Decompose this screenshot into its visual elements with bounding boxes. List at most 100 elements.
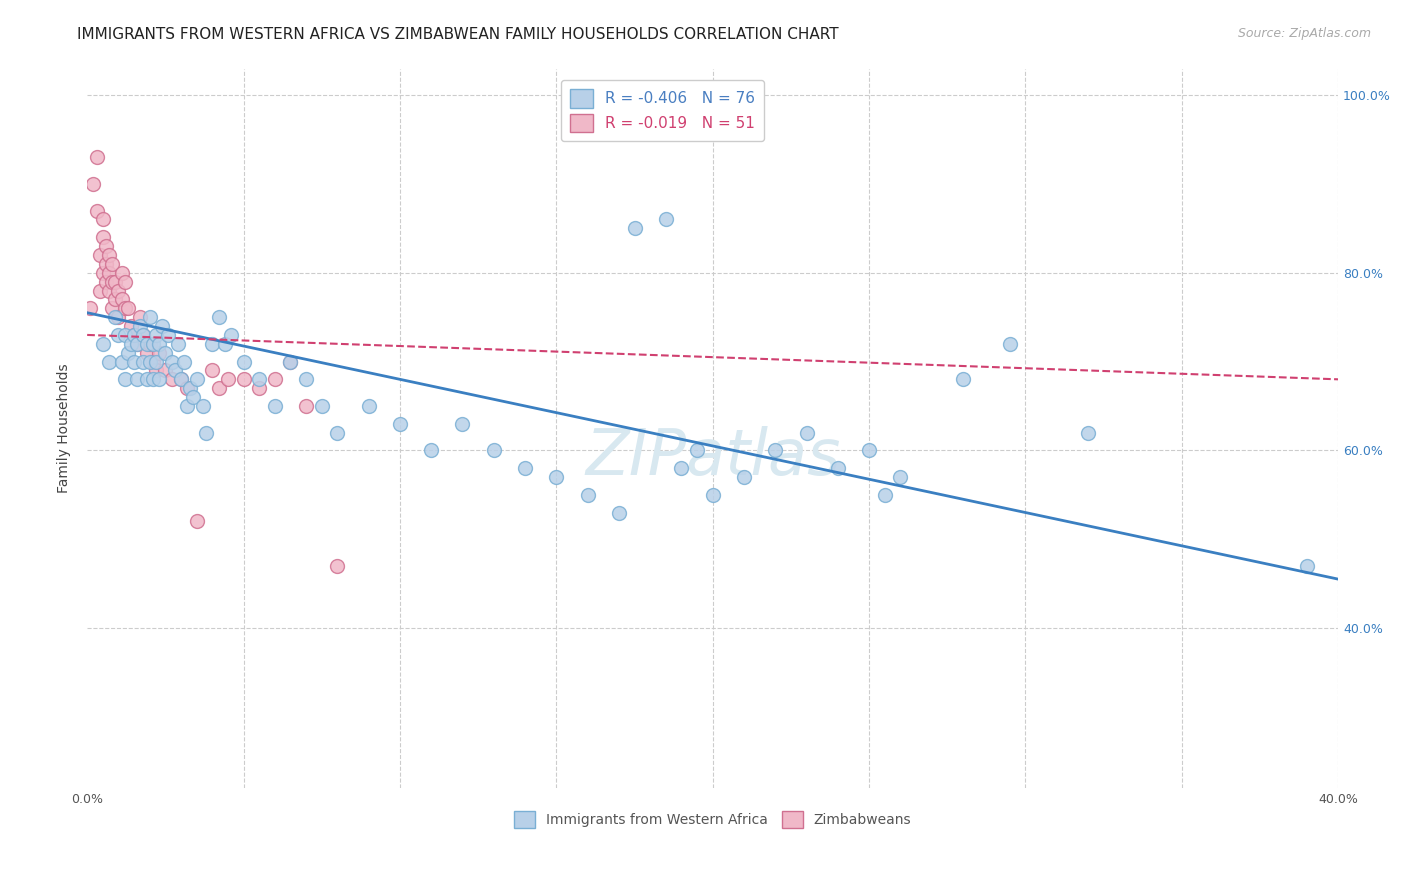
Point (127, 336, 149, 351)
Point (295, 372, 318, 386)
Point (873, 488, 896, 502)
Point (129, 310, 152, 325)
Point (796, 425, 818, 440)
Point (576, 488, 599, 502)
Point (388, 417, 411, 431)
Point (101, 275, 124, 289)
Point (110, 266, 132, 280)
Point (86, 150, 108, 164)
Y-axis label: Family Households: Family Households (58, 363, 72, 493)
Point (91, 212, 114, 227)
Point (263, 372, 285, 386)
Point (186, 515, 208, 529)
Point (295, 399, 318, 413)
Point (135, 336, 157, 351)
Point (114, 372, 136, 386)
Point (122, 327, 145, 342)
Point (132, 327, 155, 342)
Point (98, 354, 121, 368)
Point (104, 310, 127, 325)
Point (155, 345, 177, 359)
Point (176, 381, 198, 395)
Point (94, 257, 117, 271)
Point (89, 284, 111, 298)
Point (191, 399, 214, 413)
Point (217, 372, 239, 386)
Point (889, 470, 911, 484)
Point (247, 381, 270, 395)
Point (1077, 425, 1099, 440)
Point (998, 336, 1021, 351)
Point (451, 417, 474, 431)
Point (110, 354, 132, 368)
Point (607, 506, 630, 520)
Point (142, 354, 165, 368)
Point (357, 399, 380, 413)
Point (150, 319, 173, 334)
Point (117, 301, 139, 316)
Point (138, 354, 160, 368)
Point (114, 301, 136, 316)
Point (179, 381, 201, 395)
Point (195, 425, 218, 440)
Point (326, 425, 349, 440)
Point (91, 336, 114, 351)
Legend: Immigrants from Western Africa, Zimbabweans: Immigrants from Western Africa, Zimbabwe… (508, 804, 918, 835)
Point (94, 239, 117, 253)
Point (142, 336, 165, 351)
Point (160, 354, 183, 368)
Point (101, 301, 124, 316)
Point (733, 470, 755, 484)
Point (482, 443, 505, 458)
Text: ZIPatlas: ZIPatlas (585, 426, 841, 488)
Point (170, 372, 193, 386)
Point (952, 372, 974, 386)
Point (91, 230, 114, 244)
Point (280, 354, 302, 368)
Point (132, 354, 155, 368)
Point (122, 327, 145, 342)
Point (79, 301, 101, 316)
Point (858, 443, 880, 458)
Point (98, 284, 121, 298)
Point (247, 372, 270, 386)
Point (145, 363, 167, 377)
Point (183, 390, 205, 404)
Point (114, 327, 136, 342)
Point (232, 354, 254, 368)
Point (107, 327, 129, 342)
Point (207, 310, 229, 325)
Point (107, 310, 129, 325)
Point (160, 372, 183, 386)
Point (176, 399, 198, 413)
Point (263, 399, 285, 413)
Point (86, 203, 108, 218)
Point (138, 310, 160, 325)
Point (138, 336, 160, 351)
Point (827, 461, 849, 475)
Point (219, 327, 242, 342)
Point (117, 345, 139, 359)
Point (104, 275, 127, 289)
Point (91, 266, 114, 280)
Point (326, 558, 349, 573)
Point (107, 284, 129, 298)
Point (82, 177, 104, 191)
Point (135, 345, 157, 359)
Point (120, 336, 142, 351)
Point (104, 293, 127, 307)
Point (763, 443, 786, 458)
Point (98, 266, 121, 280)
Point (101, 257, 124, 271)
Point (155, 363, 177, 377)
Point (127, 372, 149, 386)
Point (98, 248, 121, 262)
Point (127, 336, 149, 351)
Point (148, 345, 170, 359)
Point (135, 372, 157, 386)
Point (157, 327, 180, 342)
Point (145, 354, 167, 368)
Point (513, 461, 536, 475)
Point (166, 336, 188, 351)
Point (148, 372, 170, 386)
